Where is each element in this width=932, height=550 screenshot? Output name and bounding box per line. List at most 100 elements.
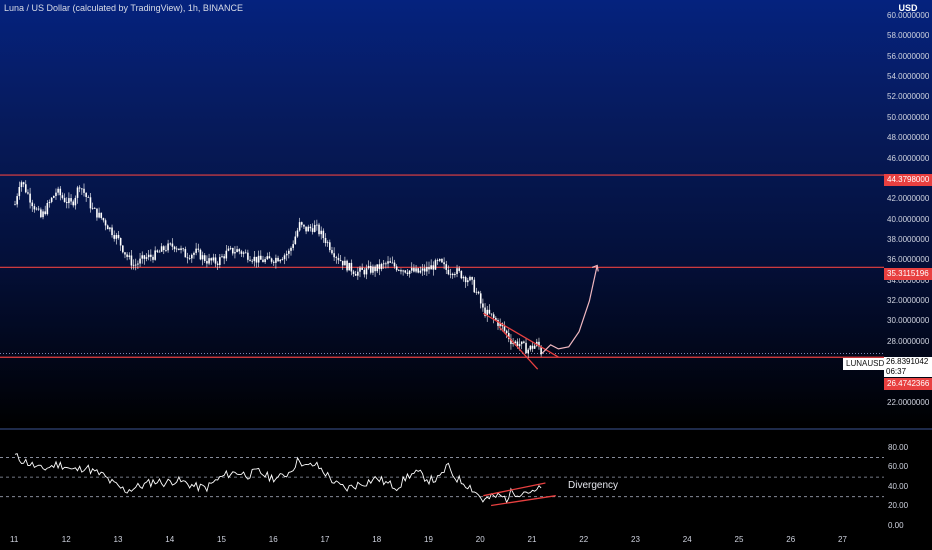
candle-body [505,330,508,334]
candle-body [445,264,448,270]
candle-body [514,341,517,343]
live-price: 26.8391042 [886,357,929,366]
candle-body [275,257,277,263]
candle-body [253,256,256,262]
candle-body [352,271,355,274]
candle-body [467,280,469,283]
candle-body [540,346,542,355]
candle-body [380,263,383,270]
candle-body [443,262,445,265]
candle-body [398,270,400,271]
projection-arrowhead [591,264,599,272]
candle-body [262,259,264,263]
candle-body [365,268,368,275]
candle-body [264,259,266,263]
price-axis-label: 60.0000000 [887,11,930,21]
candle-body [33,206,36,210]
candle-body [527,349,529,354]
candle-body [408,270,411,274]
candle-body [55,192,57,196]
candle-body [89,197,92,209]
price-axis-label: 22.0000000 [887,397,930,407]
candle-body [143,255,146,259]
price-axis-label: 36.0000000 [887,255,930,265]
candle-body [415,268,417,272]
candle-body [512,342,514,345]
rsi-pane[interactable] [0,430,932,530]
price-axis-label: 40.0000000 [887,214,930,224]
time-axis-label: 15 [217,535,226,544]
candle-body [139,258,141,264]
currency-label[interactable]: USD [898,3,918,13]
candle-body [100,212,103,218]
candle-body [27,192,29,194]
candle-body [523,341,525,343]
time-axis-label: 23 [631,535,640,544]
candle-body [156,250,159,252]
candle-body [210,258,213,261]
candle-body [436,260,439,262]
candle-body [117,234,120,238]
countdown-timer: 06:37 [886,367,907,376]
candle-body [529,345,532,350]
candle-body [186,257,189,259]
candle-body [147,254,150,258]
price-axis-label: 28.0000000 [887,336,930,346]
candle-body [434,260,437,270]
candle-body [372,266,374,273]
candle-body [376,264,379,272]
price-axis-label: 42.0000000 [887,194,930,204]
candle-body [180,248,182,251]
candle-body [359,267,361,272]
candle-body [335,257,338,259]
candle-body [374,266,376,272]
candle-body [203,255,206,262]
candle-body [57,188,59,193]
candle-body [300,222,303,225]
candle-body [456,268,458,274]
candle-body [46,203,49,215]
symbol-tag: LUNAUSD [843,358,888,370]
candle-body [154,250,156,260]
candle-body [40,209,42,218]
candle-body [333,253,335,258]
candle-body [150,254,152,257]
time-axis[interactable] [0,530,932,550]
live-price-tag: 26.8391042 06:37 [884,357,932,377]
candle-body [249,259,251,261]
price-pane[interactable] [0,0,932,428]
candle-body [236,249,238,253]
candle-body [318,224,320,235]
time-axis-label: 24 [682,535,692,544]
candle-body [479,293,482,304]
candle-body [240,251,243,254]
candle-body [510,338,512,345]
candle-body [72,201,75,206]
time-axis-label: 25 [734,535,744,544]
candle-body [244,252,247,254]
pane-separator[interactable] [0,428,932,430]
price-axis-label: 48.0000000 [887,133,930,143]
candle-body [87,196,90,198]
candle-body [158,251,161,253]
price-axis-label: 58.0000000 [887,31,930,41]
price-axis-label: 54.0000000 [887,72,930,82]
candle-body [458,268,460,271]
candle-body [469,276,471,281]
candle-body [182,248,184,250]
candle-body [14,204,16,206]
divergence-line-1 [483,482,546,497]
candle-body [516,341,519,347]
candle-body [533,345,536,349]
candle-body [449,273,452,275]
candle-body [423,268,426,272]
candle-body [531,345,534,349]
candle-body [223,256,225,259]
candle-body [292,244,294,248]
candle-body [201,255,204,260]
candle-body [492,314,495,318]
candle-body [20,182,23,188]
time-axis-label: 13 [113,535,123,544]
candle-body [441,258,443,263]
